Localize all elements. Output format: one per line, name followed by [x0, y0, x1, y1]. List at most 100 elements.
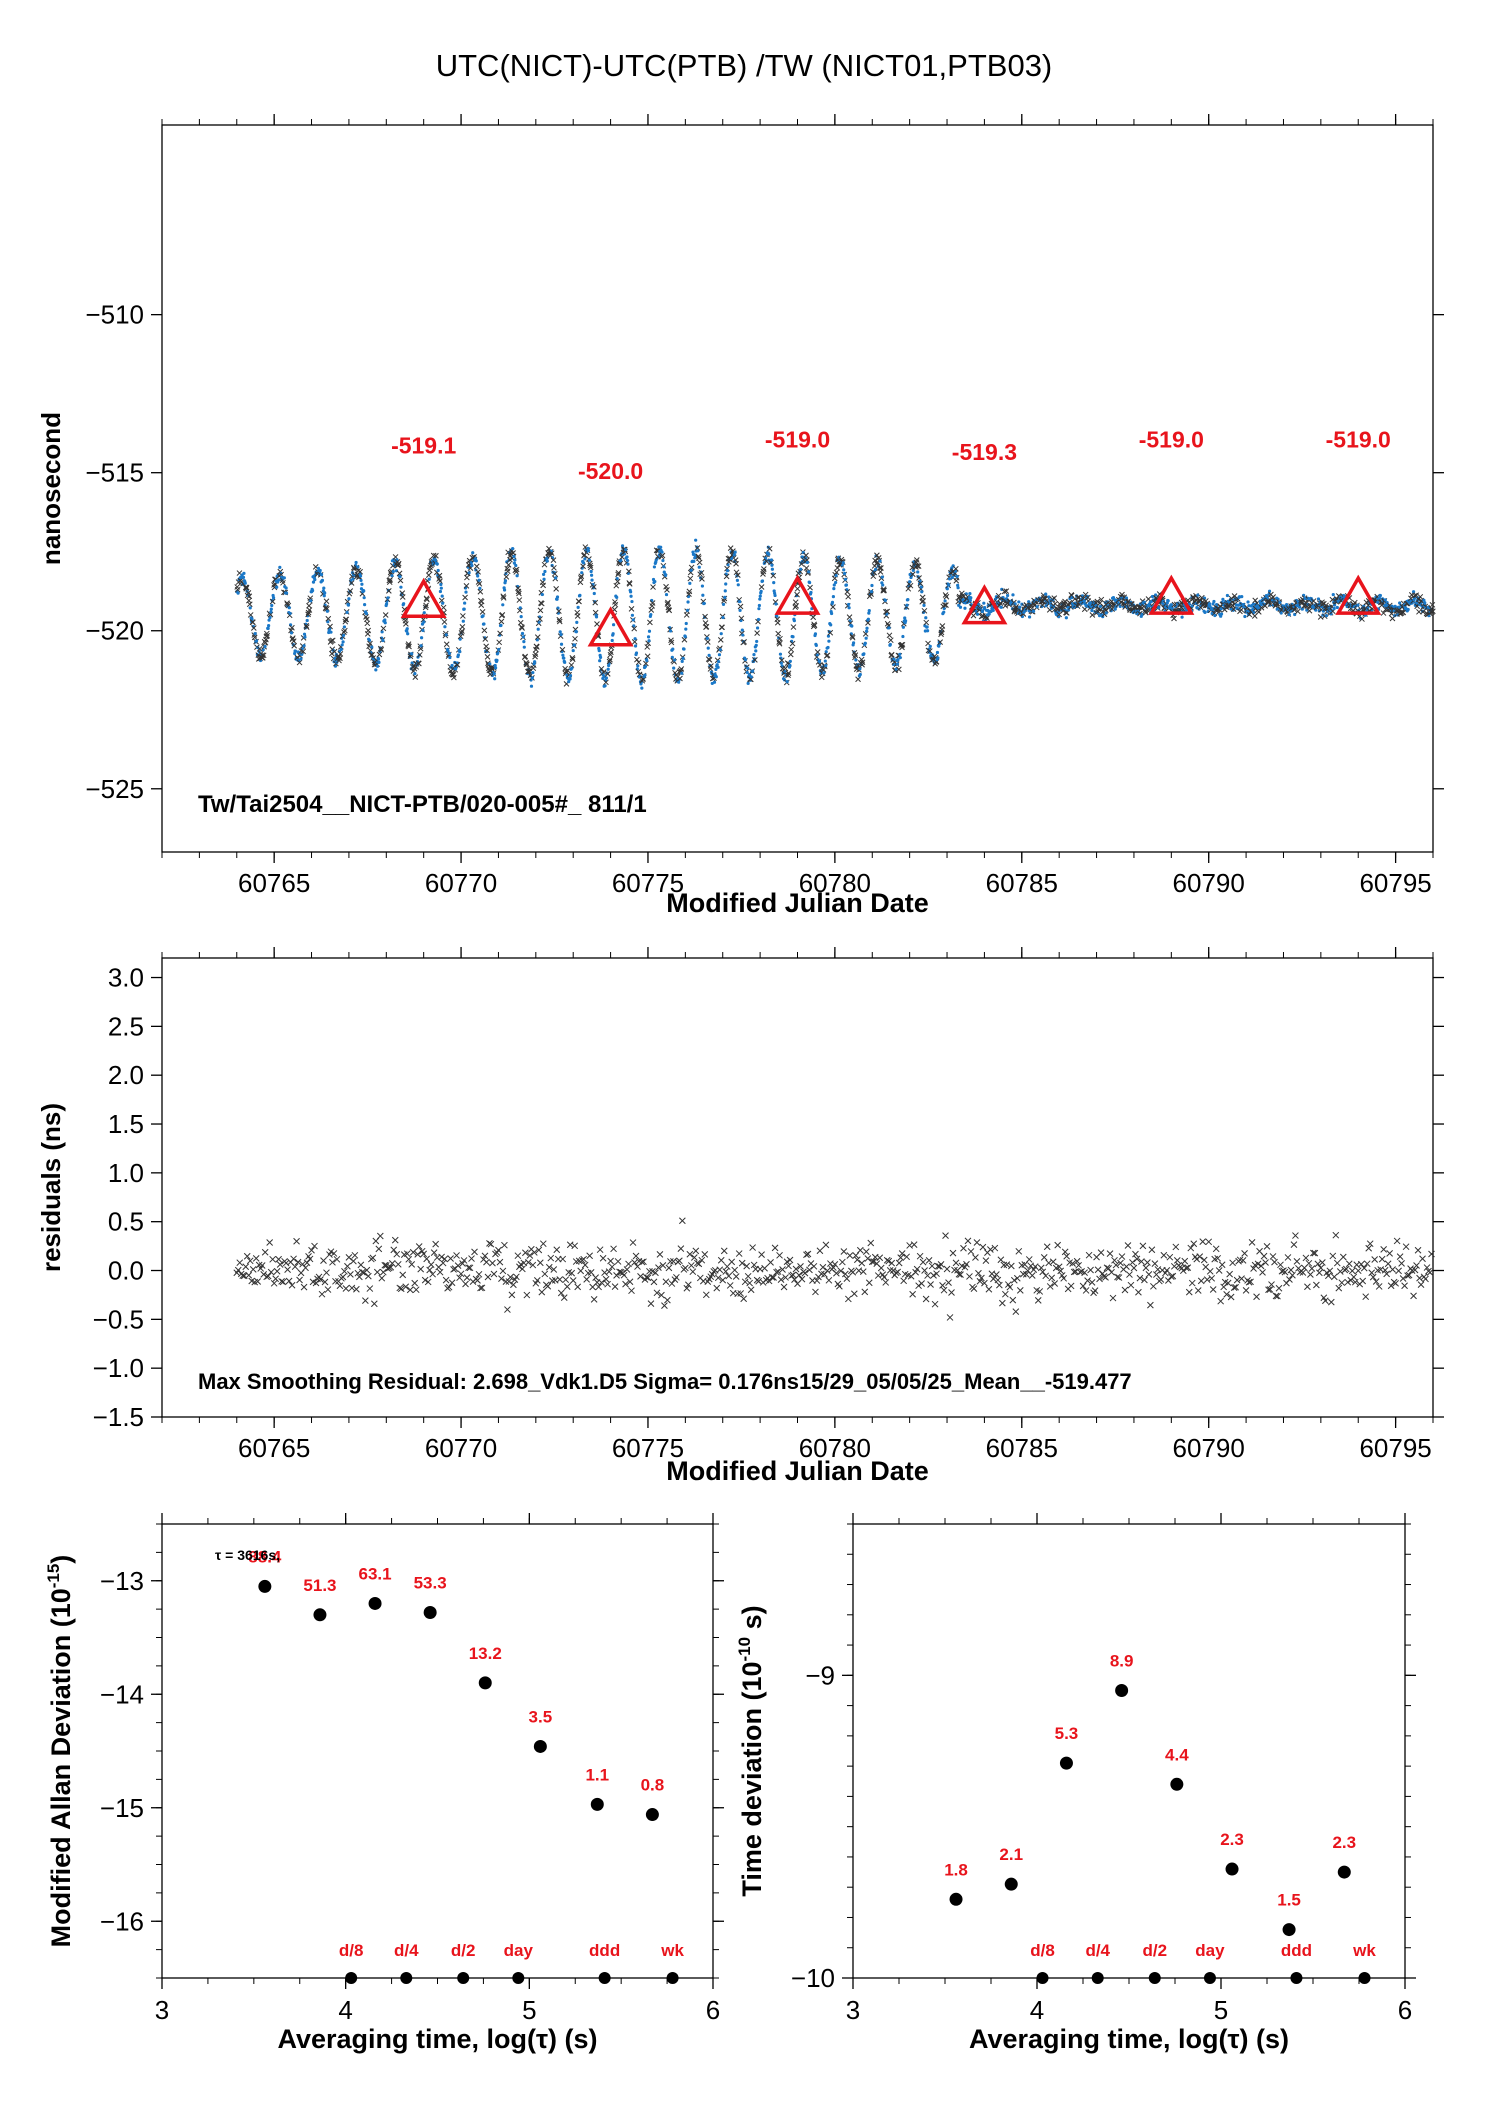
residual-point	[850, 1290, 858, 1298]
mean-value-label: -519.1	[391, 433, 456, 459]
data-point	[467, 571, 471, 575]
data-point	[503, 573, 510, 580]
data-point	[569, 656, 576, 663]
data-point	[698, 569, 705, 576]
data-point	[705, 636, 709, 640]
data-point	[537, 607, 544, 614]
residual-point	[1139, 1242, 1147, 1250]
data-point	[1032, 609, 1036, 613]
residual-point	[949, 1249, 957, 1257]
residual-point	[415, 1243, 423, 1250]
interval-label: day	[504, 1941, 534, 1960]
data-point	[844, 583, 848, 587]
residual-point	[318, 1290, 326, 1298]
data-point	[625, 558, 630, 563]
residual-point	[348, 1284, 356, 1292]
residual-point	[487, 1240, 495, 1248]
data-point	[947, 577, 952, 581]
residual-point	[1354, 1267, 1362, 1275]
data-point	[629, 590, 633, 594]
x-tick-label: 60790	[1173, 868, 1245, 898]
data-point	[1429, 601, 1436, 608]
residual-point	[234, 1266, 242, 1274]
residual-point	[1248, 1239, 1256, 1246]
data-point	[629, 594, 633, 598]
data-point	[636, 664, 640, 668]
residual-point	[489, 1259, 496, 1267]
data-point	[387, 576, 394, 583]
data-point	[1377, 596, 1382, 600]
residual-point	[1036, 1288, 1044, 1295]
y-tick-label: 0.5	[108, 1207, 144, 1237]
data-point	[1094, 598, 1101, 605]
residual-point	[676, 1257, 683, 1265]
data-point	[342, 625, 347, 629]
data-point	[580, 571, 584, 575]
data-point	[575, 620, 579, 624]
data-point	[843, 577, 848, 581]
data-point	[531, 670, 535, 675]
data-point	[376, 664, 380, 668]
residual-point	[1305, 1259, 1313, 1267]
data-point	[514, 563, 518, 568]
y-tick-label: −510	[85, 300, 144, 330]
data-point	[755, 639, 759, 644]
data-point	[1089, 612, 1096, 618]
data-point	[416, 660, 422, 667]
residual-point	[1342, 1265, 1350, 1273]
data-point	[1166, 599, 1170, 603]
data-point	[598, 659, 602, 663]
data-point	[799, 567, 803, 571]
data-point	[386, 596, 390, 600]
data-point	[1212, 599, 1216, 604]
data-point	[568, 677, 572, 681]
point-value-label: 8.9	[1110, 1651, 1134, 1670]
data-point	[290, 638, 297, 644]
residual-point	[1001, 1290, 1009, 1298]
data-point	[687, 575, 694, 582]
data-point	[246, 601, 253, 608]
data-point	[1400, 609, 1407, 616]
data-point	[829, 611, 834, 616]
deviation-point	[423, 1606, 437, 1620]
residual-point	[1260, 1252, 1268, 1260]
data-point	[578, 573, 585, 580]
residual-point	[463, 1274, 471, 1281]
data-point	[811, 621, 817, 628]
residual-point	[679, 1217, 686, 1225]
plot-frame	[161, 957, 1434, 1418]
data-point	[347, 597, 351, 601]
residual-point	[801, 1269, 809, 1277]
residual-point	[942, 1232, 949, 1239]
timeseries-panel: 60765 60770 60775 60780 60785 60790 60795−510−…	[36, 114, 1444, 918]
residual-point	[1232, 1283, 1239, 1291]
residual-point	[870, 1258, 878, 1265]
data-point	[873, 567, 878, 572]
data-point	[1010, 601, 1014, 606]
deviation-point	[645, 1808, 659, 1822]
residual-point	[1133, 1255, 1141, 1263]
data-point	[678, 666, 685, 672]
residual-point	[568, 1269, 576, 1277]
data-point	[1422, 598, 1426, 602]
residual-point	[388, 1260, 396, 1267]
data-point	[556, 618, 563, 625]
data-point	[772, 581, 776, 585]
residual-point	[1422, 1275, 1429, 1283]
data-point	[343, 616, 350, 623]
residual-point	[278, 1278, 285, 1285]
residual-point	[1096, 1275, 1103, 1283]
residual-point	[858, 1259, 866, 1267]
residual-point	[1007, 1262, 1015, 1270]
residual-point	[1022, 1271, 1030, 1278]
residual-point	[1205, 1238, 1213, 1246]
data-point	[396, 570, 403, 577]
data-point	[551, 570, 558, 577]
data-point	[907, 582, 914, 589]
data-point	[883, 598, 888, 603]
data-point	[1124, 596, 1129, 600]
data-point	[269, 607, 273, 611]
data-point	[540, 582, 547, 589]
residual-point	[1057, 1267, 1065, 1275]
data-point	[1018, 605, 1022, 609]
